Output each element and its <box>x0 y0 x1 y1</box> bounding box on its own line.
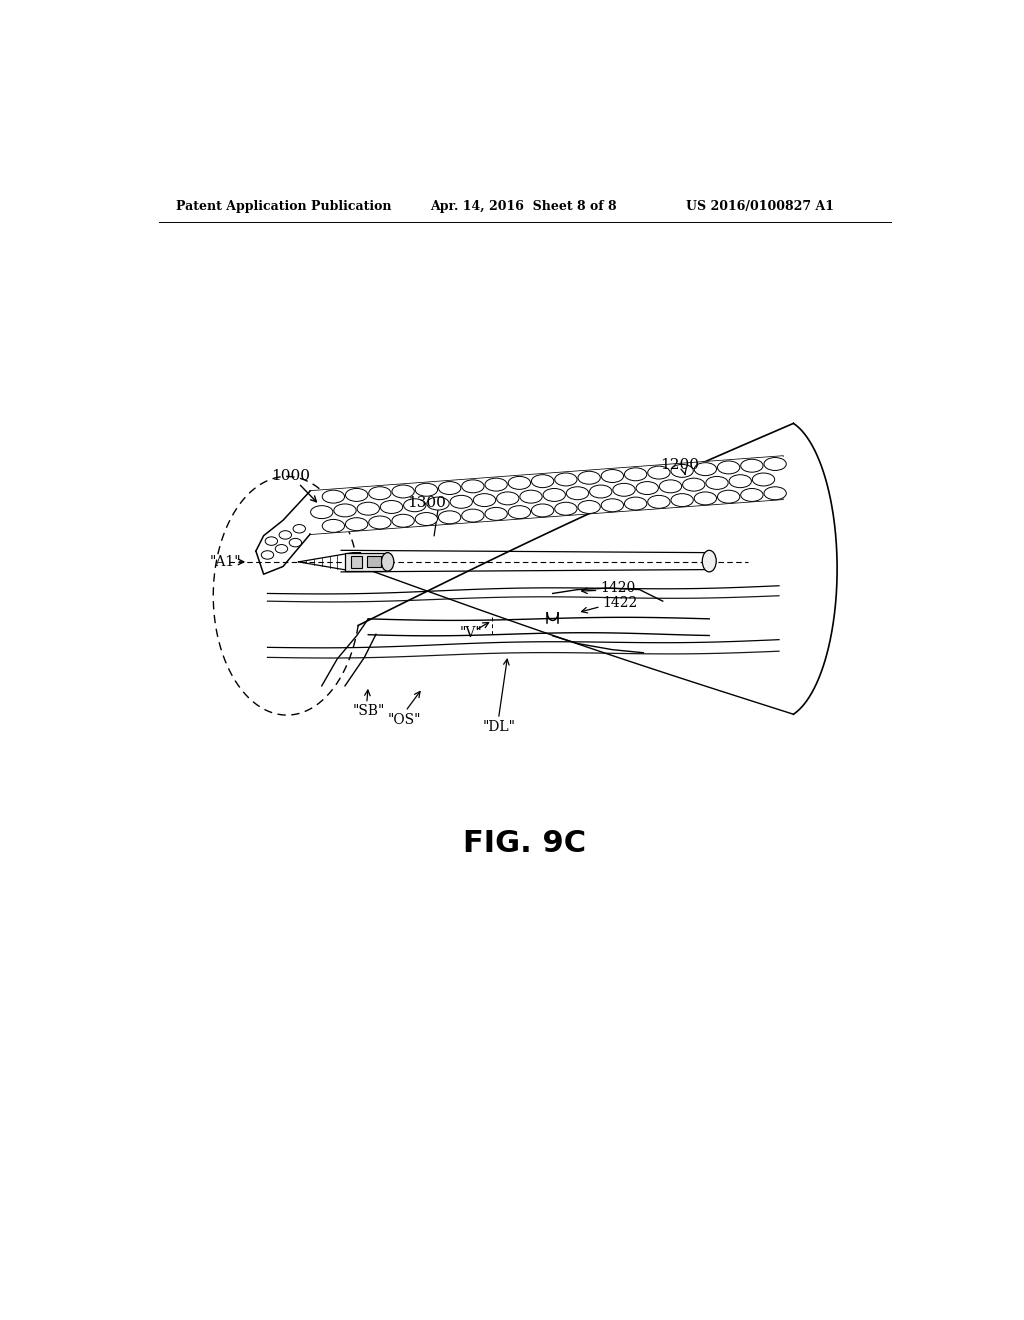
Text: 1300: 1300 <box>407 496 445 511</box>
Ellipse shape <box>671 494 693 507</box>
Ellipse shape <box>694 492 717 504</box>
Ellipse shape <box>718 461 739 474</box>
Text: "V": "V" <box>460 627 482 640</box>
Bar <box>367 557 381 568</box>
Text: "DL": "DL" <box>483 719 516 734</box>
Ellipse shape <box>531 504 554 517</box>
Ellipse shape <box>543 488 565 502</box>
Ellipse shape <box>438 482 461 495</box>
Bar <box>345 553 388 572</box>
Ellipse shape <box>601 470 624 483</box>
Ellipse shape <box>381 553 394 572</box>
Ellipse shape <box>694 463 717 475</box>
Ellipse shape <box>289 539 302 546</box>
Ellipse shape <box>280 531 292 539</box>
Ellipse shape <box>334 504 356 517</box>
Ellipse shape <box>729 475 752 487</box>
Ellipse shape <box>625 498 647 510</box>
Ellipse shape <box>578 471 600 484</box>
Ellipse shape <box>625 467 647 480</box>
Ellipse shape <box>718 490 739 503</box>
Ellipse shape <box>555 502 578 515</box>
Text: Apr. 14, 2016  Sheet 8 of 8: Apr. 14, 2016 Sheet 8 of 8 <box>430 199 616 213</box>
Ellipse shape <box>520 490 542 503</box>
Ellipse shape <box>648 495 670 508</box>
Ellipse shape <box>636 482 658 495</box>
Ellipse shape <box>261 550 273 560</box>
Ellipse shape <box>706 477 728 490</box>
Text: FIG. 9C: FIG. 9C <box>463 829 587 858</box>
Ellipse shape <box>671 465 693 478</box>
Ellipse shape <box>293 524 305 533</box>
Ellipse shape <box>369 487 391 500</box>
Ellipse shape <box>764 458 786 470</box>
Ellipse shape <box>345 517 368 531</box>
Text: 1422: 1422 <box>602 597 638 610</box>
Ellipse shape <box>438 511 461 524</box>
Text: "A1": "A1" <box>209 554 241 569</box>
Ellipse shape <box>740 488 763 502</box>
Ellipse shape <box>345 488 368 502</box>
Ellipse shape <box>659 480 682 492</box>
Ellipse shape <box>415 512 437 525</box>
Ellipse shape <box>462 480 484 492</box>
Ellipse shape <box>497 492 519 504</box>
Ellipse shape <box>275 545 288 553</box>
Ellipse shape <box>531 475 554 487</box>
Ellipse shape <box>427 498 450 510</box>
Ellipse shape <box>392 515 415 527</box>
Text: US 2016/0100827 A1: US 2016/0100827 A1 <box>686 199 834 213</box>
Ellipse shape <box>683 478 705 491</box>
Ellipse shape <box>415 483 437 496</box>
Ellipse shape <box>753 473 775 486</box>
Ellipse shape <box>323 490 344 503</box>
Ellipse shape <box>702 550 716 572</box>
Ellipse shape <box>310 506 333 519</box>
Ellipse shape <box>508 506 530 519</box>
Ellipse shape <box>578 500 600 513</box>
Text: 1200: 1200 <box>659 458 698 471</box>
Ellipse shape <box>323 520 344 532</box>
Ellipse shape <box>590 484 612 498</box>
Text: Patent Application Publication: Patent Application Publication <box>176 199 391 213</box>
Ellipse shape <box>357 502 380 515</box>
Ellipse shape <box>508 477 530 490</box>
Ellipse shape <box>601 499 624 512</box>
Ellipse shape <box>380 500 402 513</box>
Text: 1420: 1420 <box>601 581 636 595</box>
Text: 1000: 1000 <box>271 470 310 483</box>
Bar <box>351 556 362 568</box>
Text: "OS": "OS" <box>388 714 421 727</box>
Ellipse shape <box>648 466 670 479</box>
Ellipse shape <box>403 499 426 512</box>
Ellipse shape <box>612 483 635 496</box>
Ellipse shape <box>392 484 415 498</box>
Ellipse shape <box>740 459 763 473</box>
Text: "SB": "SB" <box>352 705 385 718</box>
Ellipse shape <box>265 537 278 545</box>
Ellipse shape <box>462 510 484 521</box>
Ellipse shape <box>566 487 589 500</box>
Ellipse shape <box>369 516 391 529</box>
Ellipse shape <box>555 473 578 486</box>
Ellipse shape <box>764 487 786 500</box>
Polygon shape <box>310 457 783 535</box>
Ellipse shape <box>485 507 507 520</box>
Ellipse shape <box>485 478 507 491</box>
Ellipse shape <box>473 494 496 507</box>
Ellipse shape <box>451 495 472 508</box>
